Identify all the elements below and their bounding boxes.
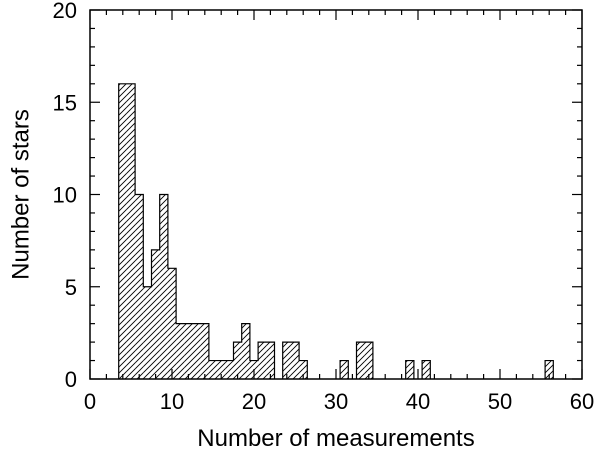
histogram-bar xyxy=(167,268,177,379)
axis-ticks xyxy=(89,9,583,380)
histogram-bar xyxy=(151,249,160,379)
x-axis-title: Number of measurements xyxy=(197,425,474,452)
x-tick-labels: 0 10 20 30 40 50 60 xyxy=(84,389,594,414)
histogram-bar xyxy=(340,360,349,379)
histogram-bar xyxy=(290,342,300,379)
histogram-bar xyxy=(143,286,152,379)
histogram-bar xyxy=(299,360,308,379)
histogram-bar xyxy=(422,360,431,379)
x-tick-label: 30 xyxy=(324,389,348,414)
histogram-bar xyxy=(159,194,168,379)
histogram-bar xyxy=(545,360,554,379)
y-tick-label: 20 xyxy=(53,0,77,23)
histogram-bar xyxy=(126,83,136,380)
y-tick-label: 0 xyxy=(65,367,77,392)
histogram-bar xyxy=(233,342,242,379)
histogram-bar xyxy=(225,360,234,379)
histogram-bar xyxy=(184,323,193,379)
histogram-bar xyxy=(266,342,275,379)
x-tick-label: 60 xyxy=(570,389,594,414)
histogram-bar xyxy=(282,342,291,379)
x-tick-label: 20 xyxy=(242,389,266,414)
histogram-bar xyxy=(217,360,226,379)
histogram-bar xyxy=(176,323,185,379)
x-tick-label: 40 xyxy=(406,389,430,414)
x-tick-label: 10 xyxy=(160,389,184,414)
x-tick-label: 0 xyxy=(84,389,96,414)
histogram-bar xyxy=(208,360,218,379)
histogram-bar xyxy=(405,360,414,379)
histogram-bar xyxy=(258,342,267,379)
y-axis-title: Number of stars xyxy=(7,109,34,280)
histogram-bar xyxy=(192,323,201,379)
histogram-outline xyxy=(118,83,554,379)
y-tick-label: 5 xyxy=(65,275,77,300)
histogram-bar xyxy=(135,194,144,379)
histogram-bar xyxy=(356,342,365,379)
histogram-bar xyxy=(364,342,373,379)
y-tick-label: 10 xyxy=(53,183,77,208)
y-tick-label: 15 xyxy=(53,90,77,115)
histogram-bars xyxy=(118,83,554,380)
histogram-bar xyxy=(241,323,250,379)
histogram-bar xyxy=(118,83,127,380)
y-tick-labels: 0 5 10 15 20 xyxy=(53,0,77,392)
histogram-bar xyxy=(200,323,209,379)
x-tick-label: 50 xyxy=(488,389,512,414)
